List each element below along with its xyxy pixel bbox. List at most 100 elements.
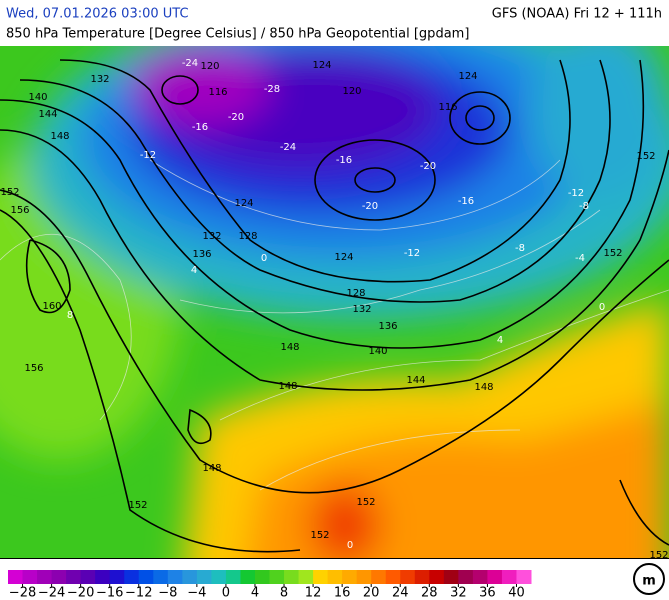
colorbar-swatch bbox=[385, 570, 401, 584]
temperature-label: -20 bbox=[228, 112, 244, 123]
colorbar-swatch bbox=[414, 570, 430, 584]
temperature-label: -16 bbox=[458, 196, 474, 207]
colorbar-swatch bbox=[8, 570, 24, 584]
colorbar-swatch bbox=[95, 570, 111, 584]
colorbar-swatch bbox=[211, 570, 227, 584]
colorbar-swatch bbox=[327, 570, 343, 584]
colorbar-tick-label: −28 bbox=[9, 586, 36, 600]
colorbar-tick-label: −4 bbox=[187, 586, 206, 600]
contour-label: 152 bbox=[310, 530, 329, 541]
colorbar-swatch bbox=[182, 570, 198, 584]
colorbar-swatch bbox=[124, 570, 140, 584]
colorbar-swatch bbox=[22, 570, 38, 584]
colorbar-swatch bbox=[429, 570, 445, 584]
svg-text:m: m bbox=[642, 574, 656, 589]
temperature-label: 8 bbox=[67, 310, 73, 321]
geopotential-contours bbox=[0, 59, 669, 553]
contour-label: 132 bbox=[202, 231, 221, 242]
colorbar-swatch bbox=[269, 570, 285, 584]
contour-label: 116 bbox=[208, 87, 227, 98]
temperature-label: -16 bbox=[336, 155, 352, 166]
contour-label: 152 bbox=[636, 151, 655, 162]
contour-label: 124 bbox=[458, 71, 477, 82]
colorbar-swatch bbox=[501, 570, 517, 584]
colorbar-swatch bbox=[167, 570, 183, 584]
contour-label: 152 bbox=[649, 550, 668, 561]
colorbar-swatch bbox=[356, 570, 372, 584]
contour-label: 148 bbox=[278, 381, 297, 392]
temperature-label: -12 bbox=[140, 150, 156, 161]
contour-label: 116 bbox=[438, 102, 457, 113]
colorbar-swatch bbox=[66, 570, 82, 584]
colorbar-swatch bbox=[138, 570, 154, 584]
colorbar-swatch bbox=[487, 570, 503, 584]
contour-label: 148 bbox=[50, 131, 69, 142]
colorbar-swatch bbox=[51, 570, 67, 584]
colorbar-swatch bbox=[443, 570, 459, 584]
colorbar-swatch bbox=[313, 570, 329, 584]
contour-label: 136 bbox=[378, 321, 397, 332]
contour-label: 124 bbox=[334, 252, 353, 263]
colorbar-swatch bbox=[458, 570, 474, 584]
colorbar-swatch bbox=[240, 570, 256, 584]
temperature-label: -24 bbox=[280, 142, 296, 153]
colorbar-tick-label: 32 bbox=[450, 586, 467, 600]
colorbar-tick-label: 12 bbox=[305, 586, 322, 600]
temperature-label: -28 bbox=[264, 84, 280, 95]
map-border bbox=[0, 558, 669, 559]
contour-label: 156 bbox=[24, 363, 43, 374]
colorbar-swatch bbox=[472, 570, 488, 584]
colorbar-tick-label: 16 bbox=[334, 586, 351, 600]
contour-label: 128 bbox=[346, 288, 365, 299]
header-date: Wed, 07.01.2026 03:00 UTC bbox=[6, 7, 189, 22]
temperature-label: -8 bbox=[515, 243, 525, 254]
temperature-label: -20 bbox=[362, 201, 378, 212]
logo: m bbox=[633, 563, 665, 595]
contour-label: 140 bbox=[368, 346, 387, 357]
colorbar-tick-label: 0 bbox=[222, 586, 230, 600]
colorbar-tick-label: 40 bbox=[508, 586, 525, 600]
temperature-label: 0 bbox=[599, 302, 605, 313]
contour-label: 140 bbox=[28, 92, 47, 103]
colorbar-swatch bbox=[225, 570, 241, 584]
contour-label: 132 bbox=[352, 304, 371, 315]
colorbar-tick-label: 4 bbox=[251, 586, 259, 600]
temperature-label: 4 bbox=[497, 335, 503, 346]
contour-label: 128 bbox=[238, 231, 257, 242]
contour-label: 124 bbox=[234, 198, 253, 209]
colorbar-swatch bbox=[109, 570, 125, 584]
temperature-label: 0 bbox=[261, 253, 267, 264]
colorbar-swatch bbox=[254, 570, 270, 584]
header-subtitle: 850 hPa Temperature [Degree Celsius] / 8… bbox=[6, 27, 469, 42]
contour-label: 152 bbox=[128, 500, 147, 511]
header-model: GFS (NOAA) Fri 12 + 111h bbox=[492, 7, 662, 22]
temperature-label: -12 bbox=[404, 248, 420, 259]
colorbar-swatch bbox=[298, 570, 314, 584]
contour-label: 120 bbox=[200, 61, 219, 72]
contour-label: 124 bbox=[312, 60, 331, 71]
colorbar-swatch bbox=[196, 570, 212, 584]
colorbar-tick-label: 24 bbox=[392, 586, 409, 600]
colorbar-tick-label: −16 bbox=[96, 586, 123, 600]
colorbar-tick-label: −8 bbox=[158, 586, 177, 600]
colorbar-swatch bbox=[400, 570, 416, 584]
colorbar-swatch bbox=[516, 570, 532, 584]
contour-label: 152 bbox=[603, 248, 622, 259]
colorbar-tick-label: −20 bbox=[67, 586, 94, 600]
colorbar-swatch bbox=[284, 570, 300, 584]
temperature-label: -20 bbox=[420, 161, 436, 172]
contour-label: 152 bbox=[0, 187, 19, 198]
temperature-label: -4 bbox=[575, 253, 585, 264]
contour-label: 148 bbox=[474, 382, 493, 393]
contour-label: 144 bbox=[406, 375, 425, 386]
colorbar-tick-label: −12 bbox=[125, 586, 152, 600]
colorbar-swatch bbox=[80, 570, 96, 584]
temperature-label: 4 bbox=[191, 265, 197, 276]
colorbar-tick-label: 28 bbox=[421, 586, 438, 600]
contour-label: 152 bbox=[356, 497, 375, 508]
temperature-label: -12 bbox=[568, 188, 584, 199]
temperature-label: -16 bbox=[192, 122, 208, 133]
contour-label: 156 bbox=[10, 205, 29, 216]
